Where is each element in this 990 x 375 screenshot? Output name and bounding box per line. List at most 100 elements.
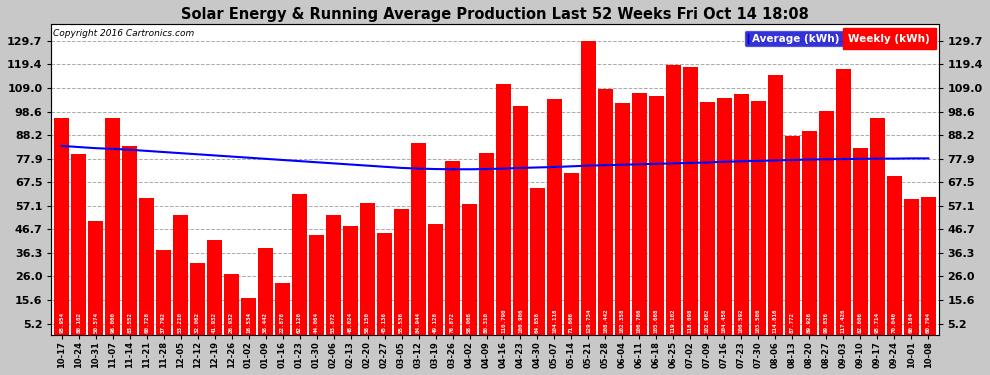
Text: 118.098: 118.098 [688,309,693,333]
Bar [275,284,290,335]
Bar [852,148,868,335]
Legend: Average (kWh), Weekly (kWh): Average (kWh), Weekly (kWh) [744,30,934,47]
Bar [717,98,732,335]
Text: 119.102: 119.102 [671,309,676,333]
Text: Copyright 2016 Cartronics.com: Copyright 2016 Cartronics.com [53,29,194,38]
Text: 32.062: 32.062 [195,312,200,333]
Text: 55.536: 55.536 [399,312,404,333]
Bar [496,84,511,335]
Text: 95.954: 95.954 [59,312,64,333]
Bar [71,154,86,335]
Text: 102.358: 102.358 [620,309,625,333]
Bar [700,102,715,335]
Text: 50.574: 50.574 [93,312,98,333]
Bar [513,106,528,335]
Text: 83.552: 83.552 [127,312,132,333]
Bar [802,131,817,335]
Text: 104.118: 104.118 [552,309,557,333]
Bar [173,214,188,335]
Text: 45.136: 45.136 [382,312,387,333]
Bar [377,233,392,335]
Text: 53.072: 53.072 [331,312,336,333]
Bar [904,199,919,335]
Bar [462,204,477,335]
Text: 96.000: 96.000 [110,312,115,333]
Bar [479,153,494,335]
Text: 110.790: 110.790 [501,309,506,333]
Bar [156,250,171,335]
Text: 60.794: 60.794 [926,312,931,333]
Text: 60.164: 60.164 [909,312,914,333]
Bar [836,69,850,335]
Text: 103.506: 103.506 [756,309,761,333]
Text: 26.932: 26.932 [229,312,234,333]
Bar [530,188,544,335]
Bar [394,209,409,335]
Bar [649,96,664,335]
Text: 100.906: 100.906 [518,309,523,333]
Title: Solar Energy & Running Average Production Last 52 Weeks Fri Oct 14 18:08: Solar Energy & Running Average Productio… [181,7,809,22]
Bar [751,100,766,335]
Bar [258,248,273,335]
Bar [785,136,800,335]
Text: 87.772: 87.772 [790,312,795,333]
Bar [768,75,783,335]
Text: 22.878: 22.878 [280,312,285,333]
Bar [819,111,834,335]
Text: 99.036: 99.036 [824,312,829,333]
Bar [564,173,579,335]
Text: 64.858: 64.858 [535,312,540,333]
Bar [632,93,646,335]
Text: 105.668: 105.668 [654,309,659,333]
Text: 84.944: 84.944 [416,312,421,333]
Text: 80.310: 80.310 [484,312,489,333]
Text: 108.442: 108.442 [603,309,608,333]
Bar [88,220,103,335]
Bar [309,236,324,335]
Bar [122,146,138,335]
Text: 44.064: 44.064 [314,312,319,333]
Bar [734,93,748,335]
Bar [105,117,120,335]
Bar [428,224,443,335]
Bar [547,99,562,335]
Text: 16.534: 16.534 [247,312,251,333]
Text: 106.766: 106.766 [637,309,642,333]
Text: 71.606: 71.606 [569,312,574,333]
Text: 58.150: 58.150 [365,312,370,333]
Text: 80.102: 80.102 [76,312,81,333]
Text: 70.040: 70.040 [892,312,897,333]
Bar [446,161,460,335]
Text: 95.714: 95.714 [875,312,880,333]
Text: 48.024: 48.024 [348,312,353,333]
Bar [615,103,630,335]
Text: 104.456: 104.456 [722,309,727,333]
Text: 60.728: 60.728 [145,312,149,333]
Bar [360,203,375,335]
Text: 62.120: 62.120 [297,312,302,333]
Bar [54,118,69,335]
Text: 53.210: 53.210 [178,312,183,333]
Text: 129.734: 129.734 [586,309,591,333]
Text: 114.816: 114.816 [773,309,778,333]
Text: 58.008: 58.008 [467,312,472,333]
Text: 38.442: 38.442 [263,312,268,333]
Bar [870,118,885,335]
Bar [887,177,902,335]
Bar [224,274,239,335]
Bar [921,197,936,335]
Text: 76.872: 76.872 [450,312,455,333]
Text: 41.932: 41.932 [212,312,217,333]
Text: 49.128: 49.128 [433,312,438,333]
Bar [140,198,154,335]
Bar [666,65,681,335]
Bar [344,226,358,335]
Bar [242,298,256,335]
Bar [326,215,341,335]
Text: 37.792: 37.792 [161,312,166,333]
Bar [598,89,613,335]
Text: 102.902: 102.902 [705,309,710,333]
Text: 89.926: 89.926 [807,312,812,333]
Bar [411,142,426,335]
Text: 106.592: 106.592 [739,309,743,333]
